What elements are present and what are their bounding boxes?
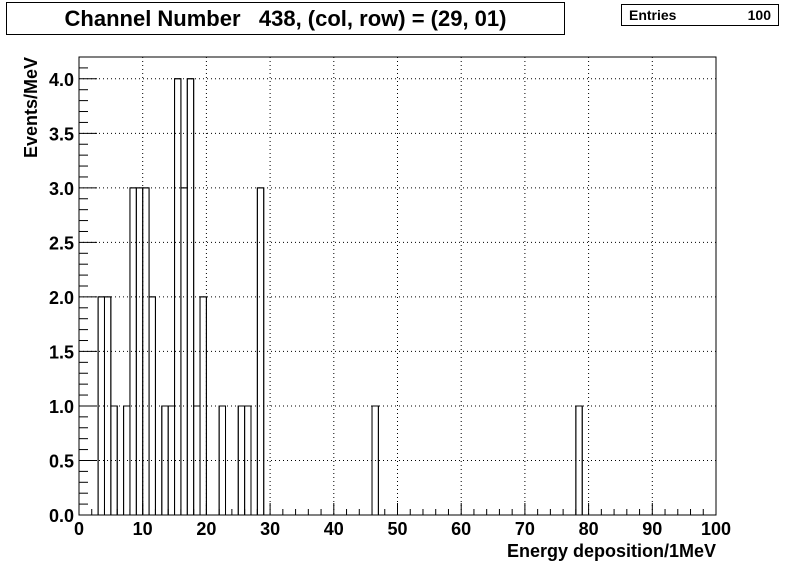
- histogram-bin: [371, 405, 379, 515]
- y-axis-label: Events/MeV: [21, 57, 41, 158]
- entries-label: Entries: [629, 7, 677, 23]
- y-tick-label: 3.5: [49, 124, 74, 144]
- x-tick-label: 90: [642, 519, 662, 539]
- y-tick-label: 4.0: [49, 70, 74, 90]
- x-axis-label: Energy deposition/1MeV: [507, 541, 716, 561]
- y-tick-label: 3.0: [49, 179, 74, 199]
- x-tick-label: 0: [74, 519, 84, 539]
- grid-lines: [79, 57, 716, 515]
- x-tick-label: 100: [701, 519, 731, 539]
- y-tick-label: 1.5: [49, 342, 74, 362]
- axes: 0 10 20 30 40 50 60 70 80 90 100 0.0 0.5 1.0 1.5 2.0 2.5…: [49, 67, 731, 539]
- histogram-bin: [199, 296, 207, 515]
- x-tick-label: 30: [260, 519, 280, 539]
- histogram-bin: [218, 405, 227, 515]
- entries-value: 100: [747, 7, 771, 23]
- x-tick-label: 70: [515, 519, 535, 539]
- histogram-bin: [575, 405, 583, 515]
- histogram-bin: [123, 405, 131, 515]
- x-tick-label: 40: [324, 519, 344, 539]
- histogram-bin: [180, 187, 188, 515]
- x-tick-label: 10: [133, 519, 153, 539]
- y-tick-label: 1.0: [49, 397, 74, 417]
- histogram-bin: [256, 187, 265, 515]
- histogram-bins: [97, 78, 583, 515]
- y-tick-label: 2.0: [49, 288, 74, 308]
- y-tick-label: 2.5: [49, 233, 74, 253]
- y-tick-label: 0.5: [49, 451, 74, 471]
- x-tick-label: 50: [387, 519, 407, 539]
- histogram-bin: [244, 405, 252, 515]
- x-tick-label: 80: [579, 519, 599, 539]
- x-tick-label: 60: [451, 519, 471, 539]
- histogram-bin: [110, 405, 118, 515]
- y-tick-label: 0.0: [49, 506, 74, 526]
- stats-box: Entries 100: [621, 4, 779, 26]
- x-tick-label: 20: [196, 519, 216, 539]
- chart-title: Channel Number 438, (col, row) = (29, 01…: [6, 2, 565, 35]
- histogram-bin: [148, 296, 156, 515]
- histogram-bin: [186, 78, 195, 515]
